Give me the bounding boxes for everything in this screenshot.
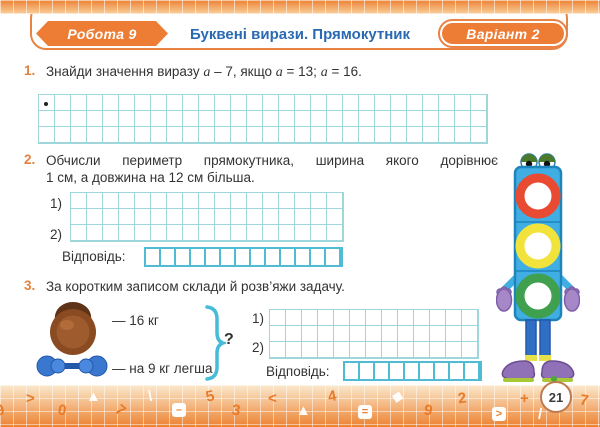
decor-glyph: 7 [578,391,590,410]
decor-glyph: 3 [230,401,242,420]
task-3-answer-cells[interactable] [343,361,482,381]
task-2-work-grid[interactable] [70,192,344,242]
decor-glyph: 7 [111,401,129,420]
task-2-answer-cells[interactable] [144,247,343,267]
variable-a: a [203,65,211,80]
grid-dot [44,102,48,106]
top-border [0,0,600,14]
brace-icon [204,304,229,387]
decor-glyph: > [26,390,35,407]
task-1-text: Знайди значення виразу a – 7, якщо a = 1… [46,63,506,81]
kettlebell-icon [40,294,106,361]
task-2-answer-label: Відповідь: [62,249,126,264]
task-3-work-grid[interactable] [269,309,479,359]
task-1-text-part: Знайди значення виразу [46,64,204,79]
dumbbell-icon [36,350,108,387]
task-3-step-2-label: 2) [252,340,265,355]
question-mark: ? [224,331,234,348]
page-number-badge: 21 [540,381,572,413]
work-badge: Робота 9 [36,21,168,46]
task-2-text-line-2: 1 см, а довжина на 12 см більша. [46,170,255,185]
task-3-number: 3. [24,278,36,293]
task-3-step-1-label: 1) [252,311,265,326]
decor-glyph: ▲ [86,388,101,405]
task-3-answer-label: Відповідь: [266,364,330,379]
page-title: Буквені вирази. Прямокутник [189,26,411,43]
task-1-work-grid[interactable] [38,94,488,144]
decor-glyph: 0 [56,401,68,420]
decor-glyph: 9 [0,401,7,420]
decor-glyph: / [538,406,543,423]
decor-glyph: ◆ [390,386,406,407]
task-2-step-1-label: 1) [50,196,63,211]
weight-lighter-label: — на 9 кг легша [112,361,213,376]
decor-glyph: – [172,403,186,417]
decor-glyph: 2 [456,389,468,408]
task-1-text-part: – 7, якщо [210,64,276,79]
variable-a: a [320,65,328,80]
decor-glyph: = [358,405,372,419]
decor-glyph: + [520,390,529,407]
task-1-text-part: = 13; [282,64,321,79]
decor-glyph: \ [148,388,153,405]
decor-glyph: < [268,390,277,407]
task-2-step-2-label: 2) [50,227,63,242]
decor-glyph: > [492,407,506,421]
decor-glyph: ▲ [296,402,311,419]
green-dot-decoration [551,376,557,382]
task-1-text-part: = 16. [327,64,362,79]
variant-badge: Варіант 2 [438,19,568,48]
task-1-number: 1. [24,63,36,78]
variable-a: a [275,65,283,80]
weight-16kg-label: — 16 кг [112,313,159,328]
decor-glyph: 5 [204,387,217,406]
task-2-number: 2. [24,152,36,167]
task-3-text: За коротким записом склади й розв’яжи за… [46,279,345,294]
task-2-text-line-1: Обчисли периметр прямокутника, ширина як… [46,153,498,168]
decor-glyph: 4 [326,387,338,406]
decor-glyph: 9 [422,401,434,420]
traffic-light-robot-icon [495,150,581,395]
bottom-border: 9 >0 ▲ 7 \ – 5 3 < ▲ 4 = ◆ 9 2 > + / 7 [0,385,600,427]
